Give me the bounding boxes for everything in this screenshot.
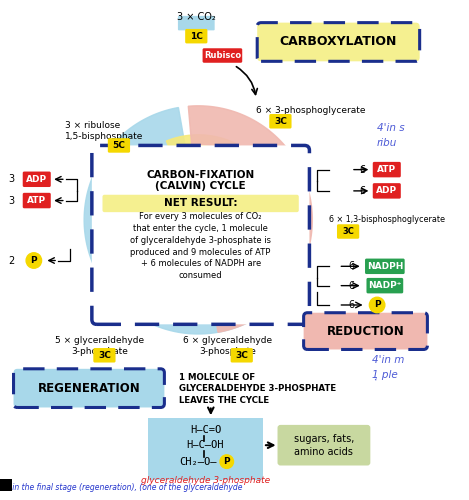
Text: 1̘ ple: 1̘ ple (372, 370, 398, 380)
Text: 4 thi: 4 thi (377, 24, 401, 34)
Text: be b: be b (377, 39, 400, 49)
FancyBboxPatch shape (92, 146, 310, 324)
Text: 3C: 3C (98, 351, 111, 360)
Text: 3: 3 (8, 196, 15, 205)
Text: REDUCTION: REDUCTION (326, 324, 404, 338)
Text: CH₂―O―: CH₂―O― (179, 456, 217, 466)
FancyBboxPatch shape (108, 138, 130, 152)
Text: 4'in s: 4'in s (377, 123, 405, 133)
FancyBboxPatch shape (373, 162, 401, 178)
FancyBboxPatch shape (303, 312, 427, 350)
FancyBboxPatch shape (14, 369, 164, 408)
FancyBboxPatch shape (148, 418, 263, 480)
FancyBboxPatch shape (178, 16, 215, 30)
Text: 3 × CO₂: 3 × CO₂ (177, 12, 216, 22)
Text: NADP⁺: NADP⁺ (368, 281, 401, 290)
Text: 5 × glyceraldehyde
3-phosphate: 5 × glyceraldehyde 3-phosphate (55, 336, 144, 356)
Text: 6 × 1,3-bisphosphoglycerate: 6 × 1,3-bisphosphoglycerate (329, 215, 445, 224)
Text: 5C: 5C (113, 141, 125, 150)
Text: 2: 2 (8, 256, 15, 266)
FancyBboxPatch shape (103, 195, 299, 212)
FancyBboxPatch shape (231, 348, 253, 362)
Text: P: P (30, 256, 37, 265)
Text: 6: 6 (348, 262, 354, 272)
Text: 3C: 3C (274, 117, 287, 126)
FancyBboxPatch shape (337, 224, 359, 239)
FancyBboxPatch shape (185, 29, 207, 43)
FancyBboxPatch shape (278, 425, 371, 466)
Text: ATP: ATP (27, 196, 46, 205)
FancyBboxPatch shape (93, 348, 115, 362)
Text: NADPH: NADPH (367, 262, 403, 271)
Text: 4 in the final stage (regeneration), (one of the glyceraldehyde: 4 in the final stage (regeneration), (on… (5, 483, 242, 492)
Text: ADP: ADP (26, 175, 47, 184)
Text: 3 × ribulose
1,5-bisphosphate: 3 × ribulose 1,5-bisphosphate (65, 122, 143, 142)
Text: sugars, fats,
amino acids: sugars, fats, amino acids (294, 434, 354, 457)
Text: CARBON-FIXATION
(CALVIN) CYCLE: CARBON-FIXATION (CALVIN) CYCLE (146, 170, 255, 191)
Text: ATP: ATP (377, 165, 396, 174)
FancyBboxPatch shape (23, 172, 51, 187)
Text: H―C=O: H―C=O (190, 424, 221, 434)
Polygon shape (216, 304, 238, 324)
Text: CARBOXYLATION: CARBOXYLATION (280, 36, 397, 49)
Circle shape (26, 253, 42, 268)
FancyBboxPatch shape (257, 22, 420, 62)
Text: For every 3 molecules of CO₂
that enter the cycle, 1 molecule
of glyceraldehyde : For every 3 molecules of CO₂ that enter … (130, 212, 271, 280)
FancyBboxPatch shape (0, 479, 12, 490)
Text: 4'in m: 4'in m (372, 356, 405, 366)
Text: 6: 6 (360, 186, 366, 196)
FancyBboxPatch shape (366, 278, 403, 293)
Circle shape (370, 298, 385, 312)
Text: 3: 3 (8, 174, 15, 184)
Text: 6: 6 (360, 164, 366, 174)
Polygon shape (223, 296, 244, 316)
Polygon shape (188, 106, 312, 332)
Text: 6 × 3-phosphoglycerate: 6 × 3-phosphoglycerate (256, 106, 366, 115)
Polygon shape (227, 148, 244, 165)
FancyBboxPatch shape (203, 48, 242, 63)
Text: ADP: ADP (376, 186, 397, 196)
FancyBboxPatch shape (23, 193, 51, 208)
Circle shape (220, 455, 234, 468)
Circle shape (126, 148, 271, 292)
Text: P: P (223, 457, 230, 466)
Text: glyceraldehyde 3-phosphate: glyceraldehyde 3-phosphate (141, 476, 270, 486)
Text: 6: 6 (348, 300, 354, 310)
FancyBboxPatch shape (365, 258, 405, 274)
Text: 6: 6 (348, 280, 354, 290)
FancyBboxPatch shape (373, 183, 401, 198)
Text: H―C―OH: H―C―OH (187, 440, 224, 450)
Text: P: P (374, 300, 380, 310)
Text: NET RESULT:: NET RESULT: (164, 198, 237, 208)
Polygon shape (84, 108, 255, 334)
Text: 6 × glyceraldehyde
3-phosphate: 6 × glyceraldehyde 3-phosphate (182, 336, 272, 356)
Text: 1C: 1C (190, 32, 203, 40)
Text: ribu: ribu (377, 138, 398, 147)
FancyBboxPatch shape (269, 114, 292, 128)
Text: 3C: 3C (235, 351, 248, 360)
Polygon shape (166, 135, 253, 175)
Text: 3C: 3C (342, 227, 354, 236)
Text: REGENERATION: REGENERATION (38, 382, 140, 394)
Text: Rubisco: Rubisco (204, 51, 241, 60)
Text: 1 MOLECULE OF
GLYCERALDEHYDE 3-PHOSPHATE
LEAVES THE CYCLE: 1 MOLECULE OF GLYCERALDEHYDE 3-PHOSPHATE… (179, 372, 336, 406)
